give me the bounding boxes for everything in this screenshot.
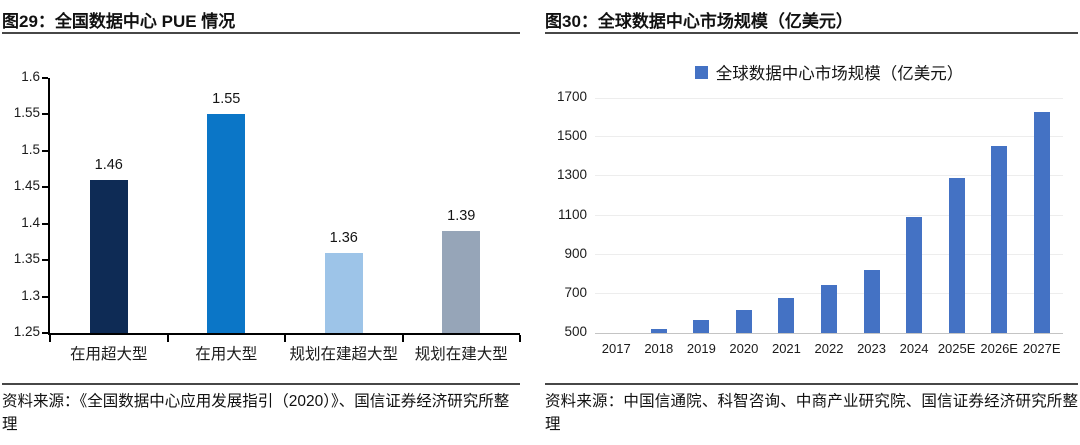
- bar: [948, 178, 965, 333]
- x-axis-tick-label: 2021: [771, 341, 801, 356]
- gridline: [595, 175, 1063, 177]
- x-axis-tick-label: 2020: [729, 341, 759, 356]
- x-axis-tick-label: 2019: [686, 341, 716, 356]
- bar: [650, 329, 667, 333]
- bar: [1033, 111, 1050, 333]
- bottom-rule: [2, 383, 520, 385]
- y-axis-tick-label: 1.5: [21, 141, 40, 157]
- bar-value-label: 1.55: [212, 91, 241, 108]
- y-axis-tick-label: 1.3: [21, 287, 40, 303]
- x-axis-tick-mark: [284, 335, 286, 342]
- y-axis-tick-label: 1.4: [21, 214, 40, 230]
- source-note: 资料来源：《全国数据中心应用发展指引（2020）》、国信证券经济研究所整理: [2, 393, 510, 433]
- bar: [693, 320, 710, 333]
- x-axis-tick-label: 2025E: [937, 341, 976, 356]
- x-axis-tick-label: 2023: [857, 341, 886, 356]
- title-rule: [2, 32, 520, 34]
- market-chart-plot: [595, 98, 1063, 334]
- bottom-rule: [545, 383, 1078, 385]
- x-axis-tick-label: 2026E: [980, 341, 1018, 356]
- y-axis-tick-mark: [42, 113, 48, 116]
- chart-legend: 全球数据中心市场规模（亿美元）: [595, 60, 1063, 84]
- bar: [778, 297, 795, 333]
- bar: [735, 309, 752, 333]
- x-axis-tick-label: 2017: [601, 341, 631, 356]
- x-axis-tick-label: 2018: [644, 341, 674, 356]
- x-axis-tick-mark: [519, 335, 521, 342]
- figure-title: 图30：全球数据中心市场规模（亿美元）: [545, 12, 853, 31]
- y-axis-labels: 500 700 900 1100 1300 1500 1700: [545, 89, 587, 339]
- x-axis-labels: 在用超大型 在用大型 规划在建超大型 规划在建大型: [50, 342, 520, 364]
- y-axis-tick-label: 1300: [556, 167, 587, 183]
- bar: [863, 270, 880, 333]
- x-axis-tick-label: 在用大型: [195, 346, 258, 363]
- x-axis-tick-label: 2022: [814, 341, 844, 356]
- bar: [89, 180, 128, 333]
- legend-swatch-icon: [694, 65, 708, 79]
- y-axis-tick-mark: [42, 186, 48, 189]
- y-axis-tick-label: 900: [564, 245, 587, 261]
- gridline: [595, 98, 1063, 99]
- y-axis-tick-label: 1700: [556, 89, 587, 104]
- legend-label: 全球数据中心市场规模（亿美元）: [715, 65, 964, 83]
- x-axis-labels: 2017 2018 2019 2020 2021 2022 2023 2024 2025E 202…: [595, 341, 1063, 363]
- y-axis-tick-label: 1500: [556, 128, 587, 144]
- bar-value-label: 1.36: [329, 229, 358, 246]
- y-axis-labels: 1.25 1.3 1.35 1.4 1.45 1.5 1.55 1.6: [2, 69, 40, 339]
- bar: [906, 217, 923, 333]
- title-rule: [545, 32, 1078, 34]
- x-axis-tick-label: 规划在建超大型: [289, 346, 398, 363]
- gridline: [595, 253, 1063, 255]
- x-axis-tick-mark: [401, 335, 404, 342]
- y-axis-tick-label: 1.6: [21, 69, 40, 84]
- y-axis-tick-label: 1100: [557, 206, 587, 222]
- x-axis-tick-label: 2024: [899, 341, 929, 356]
- y-axis-tick-mark: [42, 332, 48, 334]
- gridline: [595, 136, 1063, 138]
- source-note: 资料来源：中国信通院、科智咨询、中商产业研究院、国信证券经济研究所整理: [545, 393, 1078, 433]
- bar: [442, 231, 481, 333]
- x-axis-tick-label: 2027E: [1022, 341, 1061, 356]
- bar: [821, 285, 837, 333]
- x-axis-tick-mark: [49, 335, 51, 342]
- x-axis-line: [595, 333, 1063, 334]
- y-axis-tick-mark: [42, 149, 48, 152]
- bar-value-label: 1.46: [94, 157, 123, 173]
- gridline: [595, 214, 1063, 216]
- bar: [207, 114, 246, 333]
- pue-figure-panel: 图29：全国数据中心 PUE 情况 1.25 1.3 1.35 1.4 1.45 1.5 1…: [2, 0, 521, 445]
- y-axis-tick-label: 1.35: [13, 251, 40, 267]
- market-figure-panel: 图30：全球数据中心市场规模（亿美元） 全球数据中心市场规模（亿美元） 500 7…: [545, 0, 1078, 445]
- y-axis-tick-mark: [42, 259, 48, 262]
- y-axis-tick-label: 1.25: [13, 324, 40, 339]
- y-axis-tick-label: 1.55: [13, 105, 40, 121]
- x-axis-tick-label: 在用超大型: [69, 346, 148, 363]
- y-axis-tick-mark: [42, 222, 48, 225]
- y-axis-tick-label: 700: [564, 284, 587, 300]
- bar: [324, 252, 363, 333]
- y-axis-tick-mark: [42, 295, 48, 298]
- pue-chart-plot: 1.46 1.55 1.36 1.39: [42, 77, 521, 342]
- bar-value-label: 1.39: [447, 208, 476, 224]
- y-axis-tick-label: 500: [564, 324, 587, 339]
- y-axis-tick-label: 1.45: [13, 178, 40, 194]
- x-axis-tick-mark: [166, 335, 169, 342]
- y-axis-tick-mark: [42, 77, 48, 79]
- x-axis-tick-label: 规划在建大型: [414, 346, 508, 363]
- bar: [991, 145, 1008, 333]
- figure-title: 图29：全国数据中心 PUE 情况: [2, 12, 236, 31]
